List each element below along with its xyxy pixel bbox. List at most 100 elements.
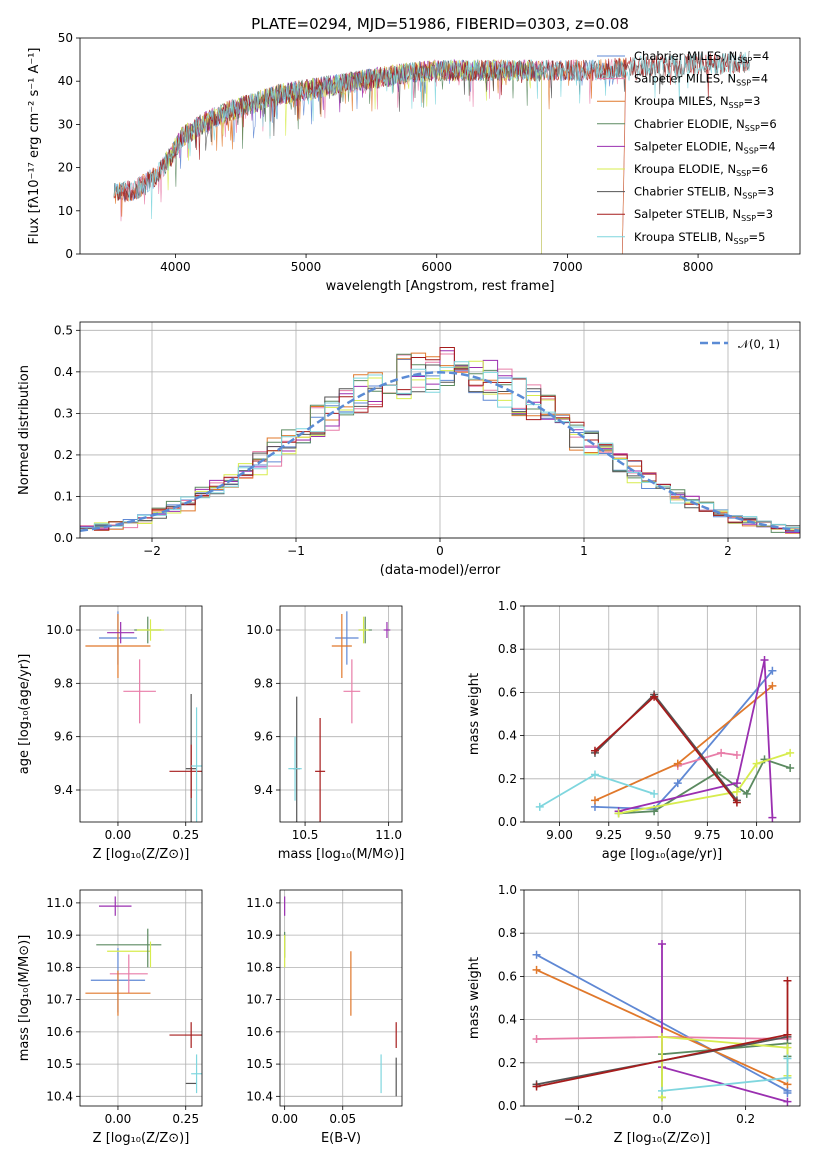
y-axis-label: age [log₁₀(age/yr)] — [17, 654, 32, 775]
y-tick-label: 11.0 — [46, 896, 73, 910]
y-tick-label: 20 — [58, 161, 73, 175]
y-tick-label: 9.8 — [254, 676, 273, 690]
weight-marker — [783, 1030, 792, 1039]
panel-weight-vs-age: 9.00 9.25 9.50 9.75 10.00 0.0 0.2 0.4 0.6 0.8 1.0 a… — [467, 599, 801, 862]
data-point — [335, 611, 359, 665]
plot-area — [532, 940, 792, 1106]
x-tick-label: 0.05 — [329, 1112, 356, 1126]
legend-label: Salpeter STELIB, NSSP=3 — [634, 207, 773, 223]
plot-area — [284, 896, 397, 1097]
legend-label: Chabrier MILES, NSSP=4 — [634, 49, 769, 65]
x-tick-label: 4000 — [160, 260, 191, 274]
plot-area — [85, 611, 202, 822]
panels: 4000 5000 6000 7000 800001020304050wavelengt… — [17, 31, 801, 1146]
y-tick-label: 0.1 — [54, 489, 73, 503]
legend-label: Salpeter ELODIE, NSSP=4 — [634, 139, 776, 155]
y-tick-label: 0.8 — [498, 642, 517, 656]
x-tick-label: 0.00 — [105, 1112, 132, 1126]
y-tick-label: 10.8 — [46, 960, 73, 974]
weight-marker — [768, 813, 777, 822]
y-tick-label: 30 — [58, 117, 73, 131]
panel-spectrum: 4000 5000 6000 7000 8000 0 10 20 30 40 50 wavelengt… — [27, 31, 801, 294]
x-tick-label: 0.00 — [271, 1112, 298, 1126]
weight-marker — [783, 1073, 792, 1082]
x-axis-label: (data-model)/error — [380, 563, 501, 578]
y-tick-label: 9.4 — [254, 783, 273, 797]
y-tick-label: 0.4 — [498, 1013, 517, 1027]
spectrum-model-line — [113, 52, 751, 220]
plot-area — [85, 896, 202, 1094]
data-point — [315, 718, 326, 822]
y-tick-label: 10.0 — [46, 623, 73, 637]
x-tick-label: 9.75 — [694, 828, 721, 842]
weight-marker — [658, 1032, 666, 1041]
x-tick-label: 8000 — [683, 260, 714, 274]
weight-series-line — [661, 944, 788, 1103]
data-point — [85, 614, 151, 678]
weight-marker — [732, 779, 741, 788]
weight-marker — [590, 770, 599, 779]
y-tick-label: 10.7 — [46, 993, 73, 1007]
x-tick-label: 11.0 — [375, 828, 402, 842]
weight-marker — [650, 692, 659, 701]
axes-frame — [279, 605, 403, 823]
weight-marker — [760, 656, 769, 664]
y-tick-label: 0.6 — [498, 685, 517, 699]
y-tick-label: 9.6 — [54, 730, 73, 744]
x-tick-label: −1 — [287, 544, 305, 558]
weight-marker — [732, 751, 741, 760]
y-tick-label: 9.8 — [54, 676, 73, 690]
weight-marker — [590, 746, 599, 755]
y-tick-label: 0.4 — [54, 365, 73, 379]
y-tick-label: 0.2 — [498, 1056, 517, 1070]
y-tick-label: 9.6 — [254, 730, 273, 744]
x-tick-label: 1 — [580, 544, 588, 558]
y-tick-label: 0.3 — [54, 406, 73, 420]
data-point — [358, 616, 369, 644]
weight-marker — [783, 1089, 792, 1098]
weight-marker — [783, 1054, 792, 1063]
data-point — [191, 707, 202, 822]
normal-reference-curve — [80, 371, 800, 532]
legend-label: Chabrier ELODIE, NSSP=6 — [634, 117, 777, 133]
panel-age-vs-Z: 0.00 0.25 9.4 9.6 9.8 10.0 Z [log₁₀(Z/Z⊙)] age … — [17, 605, 203, 862]
x-tick-label: 9.00 — [546, 828, 573, 842]
spectrum-model-line — [113, 59, 627, 254]
panel-weight-vs-Z: −0.2 0.0 0.2 0.0 0.2 0.4 0.6 0.8 1.0 Z [log₁₀(Z/Z… — [467, 883, 801, 1146]
axes-frame — [279, 889, 403, 1107]
y-tick-label: 1.0 — [498, 883, 517, 897]
weight-marker — [786, 748, 795, 757]
x-axis-label: wavelength [Angstrom, rest frame] — [326, 279, 555, 294]
data-point — [85, 970, 151, 1016]
weight-marker — [658, 1086, 666, 1095]
axes-frame — [79, 321, 801, 539]
y-tick-label: 10.4 — [246, 1089, 273, 1103]
weight-marker — [673, 779, 682, 788]
weight-series-line — [594, 670, 774, 810]
y-tick-label: 10.0 — [246, 623, 273, 637]
y-axis-label: mass weight — [467, 673, 482, 755]
panel-mass-vs-Z: 0.00 0.25 10.4 10.5 10.6 10.7 10.8 10.9 11.0 Z [l… — [17, 889, 203, 1146]
plot-area — [113, 51, 751, 254]
weight-marker — [673, 759, 682, 768]
data-point — [169, 1022, 202, 1048]
y-tick-label: 0.0 — [498, 1099, 517, 1113]
y-tick-label: 10.4 — [46, 1089, 73, 1103]
y-tick-label: 0.6 — [498, 969, 517, 983]
data-point — [343, 659, 361, 724]
panel-mass-vs-ebv: 0.00 0.05 10.4 10.5 10.6 10.7 10.8 10.9 11.0 E(B-… — [246, 889, 403, 1146]
y-axis-label: mass weight — [467, 957, 482, 1039]
weight-marker — [786, 764, 795, 772]
y-tick-label: 0.2 — [498, 772, 517, 786]
y-tick-label: 10.6 — [46, 1025, 73, 1039]
y-tick-label: 0.4 — [498, 729, 517, 743]
axes-frame — [79, 605, 203, 823]
data-point — [136, 619, 165, 641]
axes-frame — [523, 605, 801, 823]
y-tick-label: 0.0 — [54, 531, 73, 545]
y-tick-label: 11.0 — [246, 896, 273, 910]
x-axis-label: mass [log₁₀(M/M⊙)] — [278, 847, 405, 862]
weight-marker — [590, 796, 599, 805]
x-tick-label: 0.0 — [652, 1112, 671, 1126]
